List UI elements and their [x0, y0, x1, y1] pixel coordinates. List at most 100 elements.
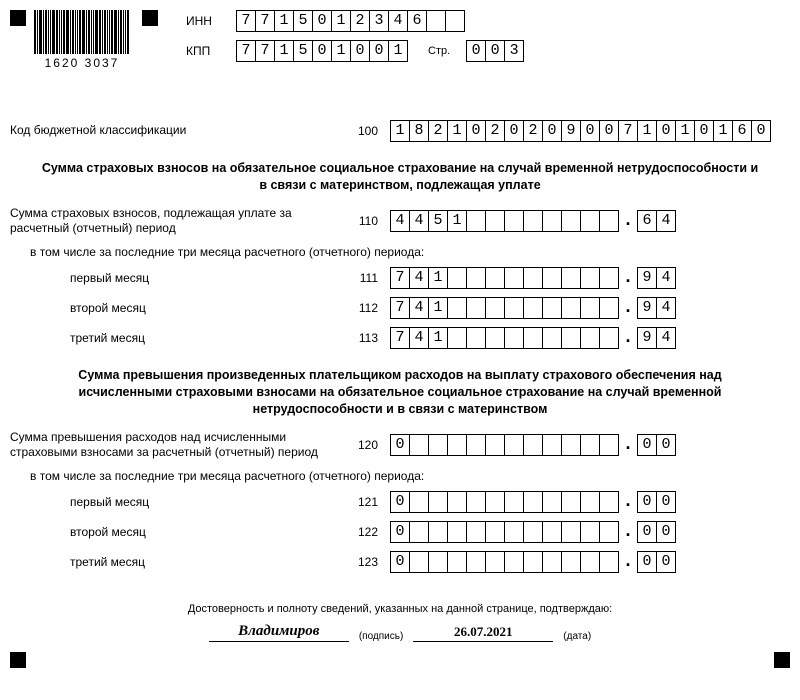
cell[interactable]: [466, 434, 486, 456]
cell[interactable]: 6: [637, 210, 657, 232]
row-112-frac[interactable]: 94: [637, 297, 676, 319]
row-113-int[interactable]: 741: [390, 327, 619, 349]
cell[interactable]: [445, 10, 465, 32]
cell[interactable]: [428, 434, 448, 456]
cell[interactable]: 9: [637, 327, 657, 349]
cell[interactable]: 1: [331, 10, 351, 32]
cell[interactable]: [599, 434, 619, 456]
cell[interactable]: [523, 491, 543, 513]
cell[interactable]: 4: [409, 297, 429, 319]
cell[interactable]: 7: [236, 40, 256, 62]
cell[interactable]: [580, 551, 600, 573]
page-cells[interactable]: 003: [466, 40, 524, 62]
cell[interactable]: [523, 551, 543, 573]
cell[interactable]: [599, 327, 619, 349]
cell[interactable]: 0: [656, 551, 676, 573]
cell[interactable]: [466, 551, 486, 573]
cell[interactable]: [523, 210, 543, 232]
cell[interactable]: [485, 327, 505, 349]
cell[interactable]: [580, 491, 600, 513]
cell[interactable]: [580, 297, 600, 319]
cell[interactable]: [504, 434, 524, 456]
cell[interactable]: 0: [637, 434, 657, 456]
row-110-frac[interactable]: 64: [637, 210, 676, 232]
row-122-frac[interactable]: 00: [637, 521, 676, 543]
kbk-cells[interactable]: 18210202090071010160: [390, 120, 771, 142]
cell[interactable]: 9: [637, 297, 657, 319]
cell[interactable]: 4: [409, 267, 429, 289]
cell[interactable]: 0: [390, 551, 410, 573]
cell[interactable]: [447, 267, 467, 289]
cell[interactable]: [409, 434, 429, 456]
cell[interactable]: [485, 551, 505, 573]
cell[interactable]: [485, 521, 505, 543]
cell[interactable]: [523, 327, 543, 349]
cell[interactable]: [466, 297, 486, 319]
cell[interactable]: 7: [255, 40, 275, 62]
cell[interactable]: [580, 521, 600, 543]
cell[interactable]: [409, 491, 429, 513]
row-120-int[interactable]: 0: [390, 434, 619, 456]
cell[interactable]: 0: [485, 40, 505, 62]
cell[interactable]: 4: [390, 210, 410, 232]
cell[interactable]: [599, 521, 619, 543]
cell[interactable]: 0: [580, 120, 600, 142]
cell[interactable]: 0: [656, 434, 676, 456]
cell[interactable]: [523, 434, 543, 456]
cell[interactable]: 1: [637, 120, 657, 142]
cell[interactable]: 0: [656, 521, 676, 543]
row-122-int[interactable]: 0: [390, 521, 619, 543]
cell[interactable]: [599, 210, 619, 232]
cell[interactable]: 3: [369, 10, 389, 32]
cell[interactable]: 0: [466, 40, 486, 62]
cell[interactable]: 7: [255, 10, 275, 32]
cell[interactable]: [504, 327, 524, 349]
cell[interactable]: 0: [599, 120, 619, 142]
cell[interactable]: [542, 267, 562, 289]
cell[interactable]: 8: [409, 120, 429, 142]
cell[interactable]: [561, 267, 581, 289]
cell[interactable]: [580, 267, 600, 289]
cell[interactable]: [561, 297, 581, 319]
cell[interactable]: 3: [504, 40, 524, 62]
cell[interactable]: [561, 434, 581, 456]
cell[interactable]: [561, 210, 581, 232]
row-112-int[interactable]: 741: [390, 297, 619, 319]
row-110-int[interactable]: 4451: [390, 210, 619, 232]
row-111-int[interactable]: 741: [390, 267, 619, 289]
cell[interactable]: 5: [428, 210, 448, 232]
cell[interactable]: [599, 491, 619, 513]
cell[interactable]: [542, 434, 562, 456]
cell[interactable]: 0: [656, 120, 676, 142]
cell[interactable]: 0: [369, 40, 389, 62]
cell[interactable]: [504, 267, 524, 289]
cell[interactable]: [599, 297, 619, 319]
cell[interactable]: 4: [388, 10, 408, 32]
cell[interactable]: 0: [390, 521, 410, 543]
cell[interactable]: 7: [390, 297, 410, 319]
cell[interactable]: 0: [390, 434, 410, 456]
cell[interactable]: [466, 210, 486, 232]
cell[interactable]: [485, 434, 505, 456]
cell[interactable]: [580, 210, 600, 232]
cell[interactable]: [561, 491, 581, 513]
cell[interactable]: 1: [675, 120, 695, 142]
cell[interactable]: [599, 267, 619, 289]
cell[interactable]: [504, 491, 524, 513]
cell[interactable]: 0: [656, 491, 676, 513]
cell[interactable]: [485, 267, 505, 289]
inn-cells[interactable]: 7715012346: [236, 10, 465, 32]
cell[interactable]: 4: [656, 267, 676, 289]
row-121-int[interactable]: 0: [390, 491, 619, 513]
cell[interactable]: [561, 521, 581, 543]
cell[interactable]: [599, 551, 619, 573]
row-111-frac[interactable]: 94: [637, 267, 676, 289]
cell[interactable]: [426, 10, 446, 32]
cell[interactable]: [485, 491, 505, 513]
cell[interactable]: 0: [312, 10, 332, 32]
row-121-frac[interactable]: 00: [637, 491, 676, 513]
cell[interactable]: [466, 267, 486, 289]
cell[interactable]: [447, 327, 467, 349]
cell[interactable]: [542, 327, 562, 349]
cell[interactable]: 7: [618, 120, 638, 142]
